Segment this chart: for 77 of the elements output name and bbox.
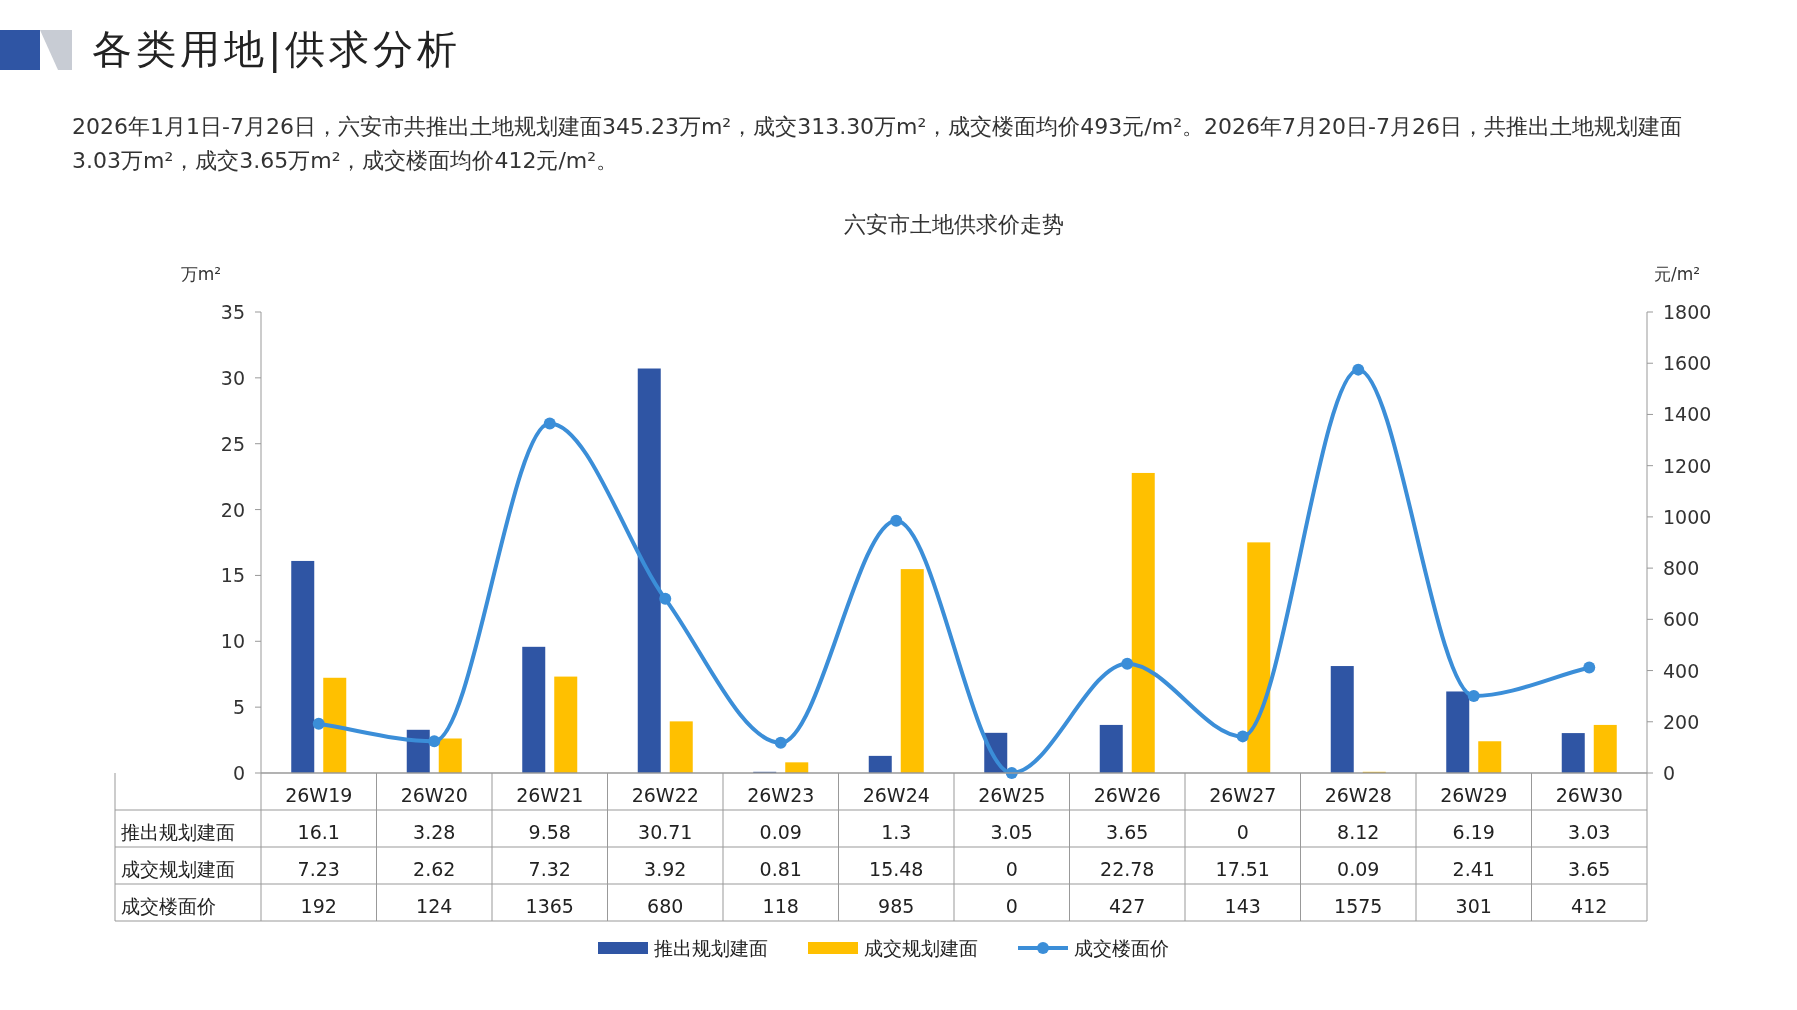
y-tick-label: 15 [220,564,245,587]
y2-tick-label: 600 [1663,608,1700,631]
data-label: 0.09 [759,821,802,843]
data-label: 0 [1236,821,1249,843]
data-label: 7.23 [297,858,340,880]
data-label: 412 [1571,895,1608,917]
x-tick-label: 26W29 [1440,784,1508,806]
data-label: 3.92 [644,858,687,880]
text: 成交楼面价 [121,895,216,917]
data-label: 7.32 [528,858,571,880]
data-label: 8.12 [1337,821,1380,843]
data-label: 985 [878,895,915,917]
y-tick-label: 35 [220,301,245,323]
x-tick-label: 26W24 [862,784,930,806]
data-label: 2.41 [1452,858,1495,880]
y-tick-label: 20 [220,498,245,521]
data-label: 118 [762,895,799,917]
x-tick-label: 26W26 [1093,784,1161,806]
data-label: 192 [300,895,337,917]
text: 推出规划建面 [121,821,235,843]
data-label: 15.48 [869,858,924,880]
data-label: 0.09 [1337,858,1380,880]
data-label: 3.65 [1568,858,1611,880]
text: 2026年1月1日-7月26日，六安市共推出土地规划建面345.23万m²，成交313.30万m²，成交楼面均价493元/m²。2026年7月20日-7月26日，共推出土地规划建面3.03万m²，成交3.65万m²，成交楼面均价412元/m²。 [72,113,1683,175]
data-label: 9.58 [528,821,571,843]
y2-tick-label: 1600 [1663,352,1712,375]
y2-tick-label: 1800 [1663,301,1712,323]
x-tick-label: 26W25 [978,784,1046,806]
x-tick-label: 26W20 [400,784,468,806]
y2-tick-label: 400 [1663,659,1700,682]
data-label: 1.3 [881,821,912,843]
data-label: 0 [1005,858,1018,880]
y2-axis-title: 元/m² [1653,264,1701,284]
data-label: 680 [647,895,684,917]
data-label: 143 [1224,895,1261,917]
y2-tick-label: 800 [1663,557,1700,580]
data-label: 6.19 [1452,821,1495,843]
data-label: 427 [1109,895,1146,917]
x-tick-label: 26W30 [1555,784,1623,806]
y-tick-label: 30 [220,366,245,389]
data-label: 3.03 [1568,821,1611,843]
y-tick-label: 25 [220,432,245,455]
data-label: 16.1 [297,821,340,843]
data-label: 0.81 [759,858,802,880]
y-axis-title: 万m² [180,264,222,284]
y2-tick-label: 1400 [1663,403,1712,426]
data-label: 30.71 [638,821,693,843]
x-tick-label: 26W23 [747,784,815,806]
x-tick-label: 26W28 [1324,784,1392,806]
data-label: 17.51 [1215,858,1270,880]
data-label: 1365 [525,895,574,917]
data-label: 3.05 [990,821,1033,843]
y-tick-label: 10 [220,630,245,653]
data-label: 124 [416,895,453,917]
y-tick-label: 0 [232,762,245,784]
legend-label: 成交规划建面 [864,937,978,959]
y2-tick-label: 0 [1663,762,1676,784]
legend-label: 成交楼面价 [1074,937,1169,959]
x-tick-label: 26W27 [1209,784,1277,806]
y2-tick-label: 1200 [1663,454,1712,477]
data-label: 0 [1005,895,1018,917]
y-tick-label: 5 [232,696,245,719]
x-tick-label: 26W22 [631,784,699,806]
chart-title: 六安市土地供求价走势 [844,212,1064,237]
text: 成交规划建面 [121,858,235,880]
text: 各类用地|供求分析 [92,25,462,75]
x-tick-label: 26W21 [516,784,584,806]
legend-label: 推出规划建面 [654,937,768,959]
x-tick-label: 26W19 [285,784,353,806]
data-label: 3.28 [413,821,456,843]
data-label: 2.62 [413,858,456,880]
data-label: 1575 [1334,895,1383,917]
y2-tick-label: 200 [1663,710,1700,733]
data-label: 22.78 [1100,858,1155,880]
data-label: 3.65 [1106,821,1149,843]
data-label: 301 [1455,895,1492,917]
y2-tick-label: 1000 [1663,505,1712,528]
